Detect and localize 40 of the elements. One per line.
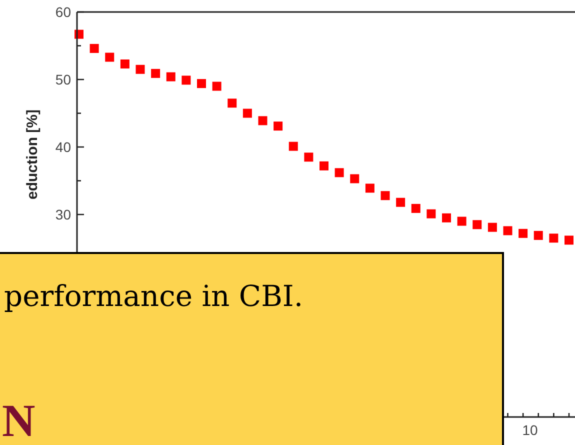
y-tick-label: 30 — [55, 206, 72, 222]
point — [228, 98, 237, 108]
point — [396, 198, 406, 207]
text: N — [2, 395, 36, 445]
point — [426, 209, 436, 218]
y-axis-title: eduction [%] — [24, 110, 41, 200]
y-tick-label: 40 — [55, 138, 72, 155]
point — [105, 52, 114, 62]
point — [518, 228, 528, 238]
point — [457, 216, 466, 226]
point — [411, 204, 420, 213]
annotation: performance in CBI. — [4, 279, 304, 313]
point — [442, 213, 451, 222]
point — [151, 68, 160, 78]
point — [503, 226, 512, 236]
point — [350, 174, 360, 184]
point — [365, 184, 374, 193]
point — [380, 191, 390, 200]
point — [274, 122, 283, 131]
point — [472, 220, 482, 230]
point — [288, 142, 298, 151]
y-tick-label: 50 — [55, 71, 72, 88]
point — [258, 116, 268, 126]
point — [488, 222, 497, 232]
text: 10 — [522, 422, 538, 438]
point — [182, 76, 191, 85]
point — [304, 152, 314, 162]
point — [197, 79, 206, 88]
point — [549, 234, 558, 243]
y-tick-label: 60 — [55, 4, 72, 20]
point — [120, 59, 130, 68]
point — [136, 64, 145, 74]
point — [212, 82, 222, 91]
point — [534, 230, 543, 240]
point — [166, 72, 176, 82]
point — [564, 236, 574, 245]
point — [334, 168, 344, 178]
point — [320, 161, 328, 170]
point — [242, 108, 252, 118]
point — [90, 44, 99, 53]
